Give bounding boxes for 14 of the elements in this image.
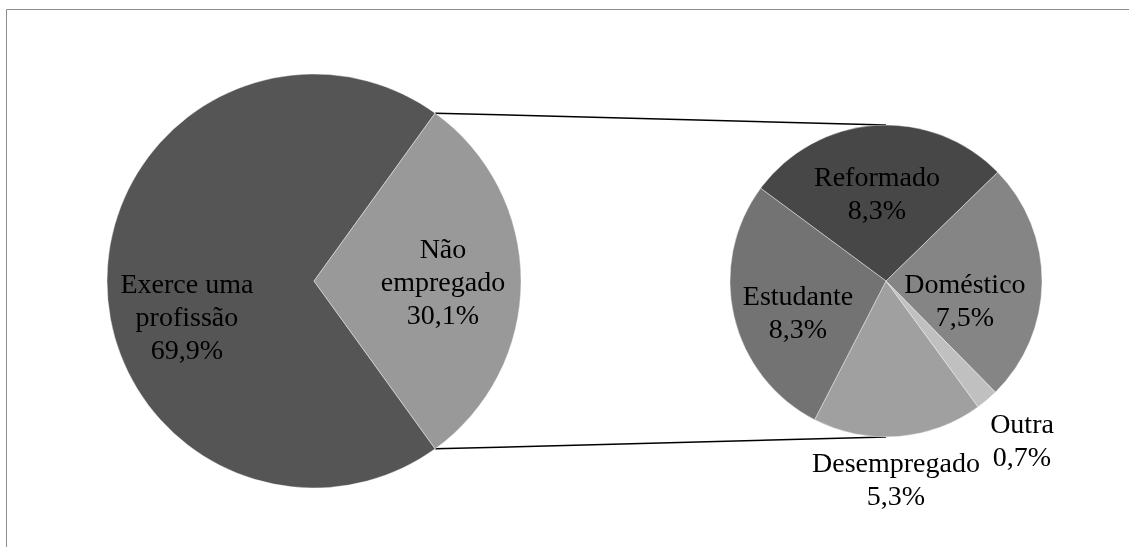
slice-label: Outra bbox=[990, 407, 1055, 439]
slice-label: Desempregado bbox=[812, 446, 980, 478]
slice-label: Reformado bbox=[813, 161, 940, 193]
slice-label: Não empregado bbox=[380, 233, 506, 298]
data-label: 7,5% bbox=[935, 300, 995, 332]
data-label: 69,9% bbox=[150, 334, 224, 366]
data-label: 0,7% bbox=[992, 440, 1052, 472]
slice-label: Estudante bbox=[742, 279, 854, 311]
data-label: 8,3% bbox=[847, 194, 907, 226]
data-label: 5,3% bbox=[866, 479, 926, 511]
slice-label: Exerce uma profissão bbox=[120, 268, 254, 333]
slice-label: Doméstico bbox=[904, 267, 1026, 299]
data-label: 30,1% bbox=[406, 299, 480, 331]
data-label: 8,3% bbox=[768, 312, 828, 344]
